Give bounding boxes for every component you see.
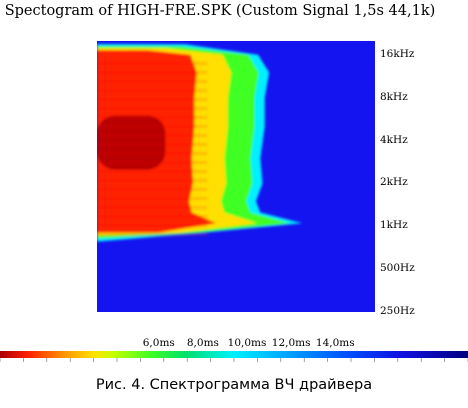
striation	[97, 115, 208, 120]
striation	[97, 97, 208, 102]
striation	[97, 223, 208, 228]
y-tick-label: 2kHz	[380, 176, 408, 189]
x-tick-label: 10,0ms	[227, 337, 267, 349]
striation	[97, 214, 208, 219]
striation	[97, 187, 208, 192]
y-tick-label: 8kHz	[380, 90, 408, 103]
striation	[97, 88, 208, 93]
color-scale-bar	[0, 351, 468, 358]
y-tick-label: 1kHz	[380, 219, 408, 232]
striation	[97, 106, 208, 111]
spectrogram-plot-area	[97, 41, 375, 312]
y-tick-label: 500Hz	[380, 262, 415, 275]
y-tick-label: 4kHz	[380, 133, 408, 146]
x-tick-label: 6,0ms	[142, 337, 175, 349]
striation	[97, 196, 208, 201]
striation	[97, 232, 208, 237]
striation	[97, 205, 208, 210]
chart-title: Spectogram of HIGH-FRE.SPK (Custom Signa…	[4, 3, 436, 19]
color-scale-ticks	[0, 358, 468, 362]
striation	[97, 133, 208, 138]
x-tick-label: 8,0ms	[186, 337, 219, 349]
striation	[97, 160, 208, 165]
x-tick-label: 14,0ms	[315, 337, 355, 349]
figure-caption: Рис. 4. Спектрограмма ВЧ драйвера	[95, 377, 373, 393]
striation	[97, 124, 208, 129]
striation	[97, 61, 208, 66]
y-tick-label: 16kHz	[380, 47, 415, 60]
y-tick-label: 250Hz	[380, 305, 415, 317]
striation	[97, 70, 208, 75]
striation	[97, 79, 208, 84]
striation	[97, 151, 208, 156]
spectrogram-svg	[97, 44, 303, 242]
striation	[97, 142, 208, 147]
x-tick-label: 12,0ms	[271, 337, 311, 349]
striation	[97, 169, 208, 174]
striation	[97, 178, 208, 183]
